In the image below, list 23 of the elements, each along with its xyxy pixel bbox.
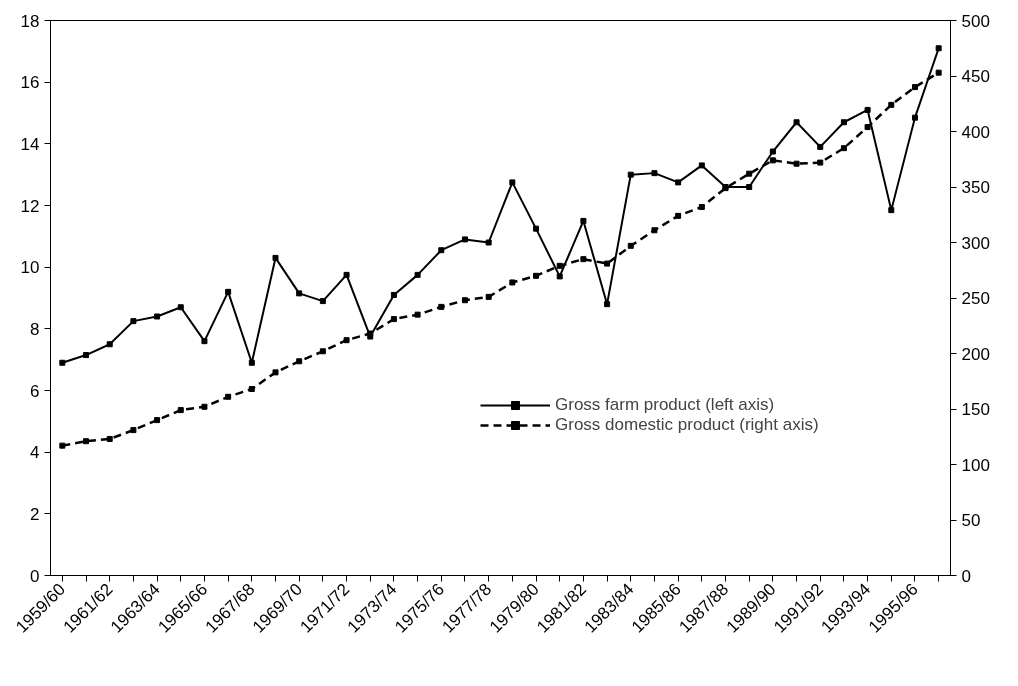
y-tick-label: 2 bbox=[30, 504, 40, 524]
y2-tick-label: 100 bbox=[961, 455, 990, 475]
legend-label: Gross domestic product (right axis) bbox=[555, 415, 819, 435]
y2-tick-label: 350 bbox=[961, 178, 990, 197]
y-tick-label: 10 bbox=[20, 258, 40, 278]
y2-tick-label: 150 bbox=[961, 400, 990, 419]
y-tick-label: 0 bbox=[30, 566, 40, 586]
y-tick-label: 6 bbox=[30, 381, 40, 401]
y-tick-label: 18 bbox=[20, 11, 40, 31]
y-tick-label: 8 bbox=[30, 319, 40, 339]
y2-tick-label: 0 bbox=[961, 566, 971, 586]
y2-tick-label: 200 bbox=[961, 344, 990, 364]
y-tick-label: 14 bbox=[20, 134, 40, 154]
legend-label: Gross farm product (left axis) bbox=[555, 395, 775, 415]
y-tick-label: 4 bbox=[30, 443, 40, 463]
y2-tick-label: 250 bbox=[961, 289, 990, 308]
y2-tick-label: 450 bbox=[961, 67, 990, 86]
y-tick-label: 12 bbox=[20, 196, 40, 216]
y2-tick-label: 400 bbox=[961, 122, 990, 142]
y-tick-label: 16 bbox=[20, 73, 40, 93]
y2-tick-label: 500 bbox=[961, 11, 990, 31]
y2-tick-label: 300 bbox=[961, 233, 990, 253]
y2-tick-label: 50 bbox=[961, 511, 981, 530]
